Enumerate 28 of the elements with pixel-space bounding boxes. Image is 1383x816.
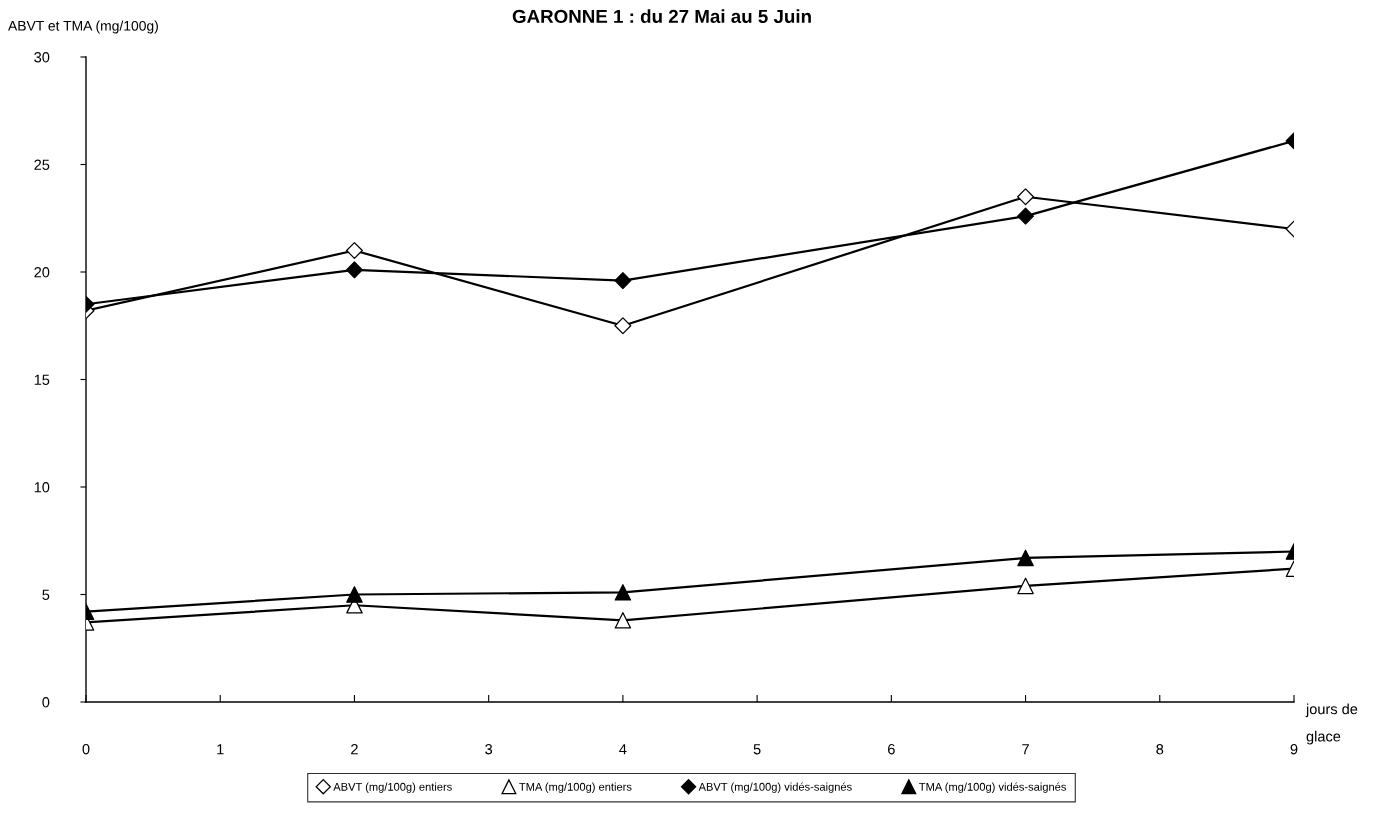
x-tick-label: 6: [888, 744, 895, 755]
point: [614, 612, 632, 629]
x-tick-label: 8: [1156, 744, 1164, 755]
y-axis-title: ABVT et TMA (mg/100g): [8, 20, 158, 34]
legend-label: ABVT (mg/100g) vidés-saignés: [698, 782, 852, 793]
point: [614, 317, 632, 335]
legend-label: ABVT (mg/100g) entiers: [333, 782, 452, 793]
x-tick-label: 5: [753, 744, 761, 755]
point: [614, 272, 632, 290]
chart-title: GARONNE 1 : du 27 Mai au 5 Juin: [512, 9, 811, 24]
x-tick-label: 1: [217, 744, 224, 755]
y-tick-label: 20: [34, 267, 50, 278]
y-tick-label: 25: [34, 159, 50, 170]
x-tick-label: 7: [1022, 744, 1029, 755]
x-tick-label: 2: [351, 744, 358, 755]
x-axis-title: jours de glace: [1305, 703, 1358, 745]
x-tick-label: 4: [619, 744, 627, 755]
y-tick-label: 5: [42, 589, 50, 600]
point: [614, 584, 632, 601]
legend-label: TMA (mg/100g) vidés-saignés: [919, 782, 1067, 793]
y-tick-label: 15: [34, 374, 50, 385]
x-tick-label: 0: [82, 744, 90, 755]
x-tick-label: 3: [485, 744, 493, 755]
x-tick-label: 9: [1290, 744, 1298, 755]
legend-label: TMA (mg/100g) entiers: [519, 782, 632, 793]
y-tick-label: 0: [42, 697, 50, 708]
y-tick-label: 10: [34, 482, 50, 493]
y-tick-label: 30: [34, 52, 50, 63]
